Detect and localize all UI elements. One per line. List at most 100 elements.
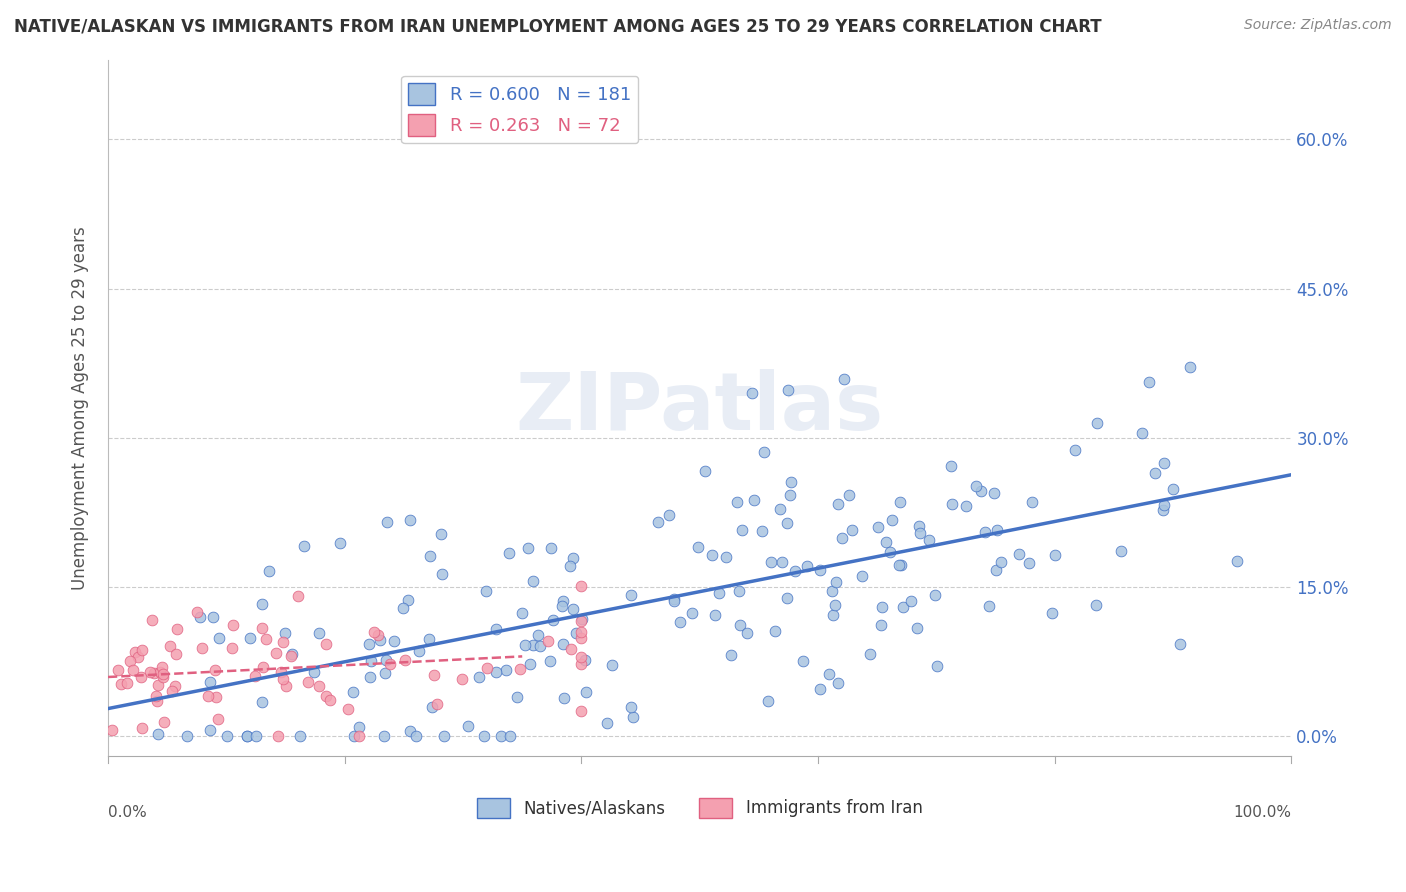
Point <box>702 549 724 563</box>
Point <box>551 637 574 651</box>
Point <box>647 515 669 529</box>
Point <box>522 638 544 652</box>
Point <box>337 702 360 716</box>
Point <box>977 599 1000 614</box>
Point <box>357 637 380 651</box>
Point <box>115 676 138 690</box>
Point <box>363 625 385 640</box>
Point <box>450 673 472 687</box>
Point <box>149 665 172 680</box>
Point <box>725 495 748 509</box>
Point <box>457 719 479 733</box>
Point <box>1137 375 1160 389</box>
Point <box>1226 554 1249 568</box>
Y-axis label: Unemployment Among Ages 25 to 29 years: Unemployment Among Ages 25 to 29 years <box>72 226 89 590</box>
Text: ZIPatlas: ZIPatlas <box>516 369 884 447</box>
Point <box>145 689 167 703</box>
Point <box>831 532 853 546</box>
Point <box>880 513 903 527</box>
Point <box>720 648 742 663</box>
Point <box>186 605 208 619</box>
Text: 0.0%: 0.0% <box>108 805 146 820</box>
Point <box>658 508 681 522</box>
Point <box>198 723 221 737</box>
Point <box>551 594 574 608</box>
Point <box>704 608 727 623</box>
Point <box>374 665 396 680</box>
Point <box>841 524 863 538</box>
Point <box>571 613 593 627</box>
Point <box>1153 499 1175 513</box>
Point <box>100 723 122 737</box>
Point <box>202 610 225 624</box>
Point <box>859 648 882 662</box>
Point <box>287 589 309 603</box>
Point <box>522 574 544 588</box>
Point <box>761 555 783 569</box>
Point <box>342 685 364 699</box>
Point <box>236 730 259 744</box>
Point <box>498 546 520 560</box>
Point <box>890 558 912 572</box>
Point <box>905 621 928 635</box>
Point <box>735 626 758 640</box>
Point <box>990 555 1012 569</box>
Point <box>274 625 297 640</box>
Point <box>870 618 893 632</box>
Point <box>620 699 643 714</box>
Point <box>553 691 575 706</box>
Point <box>924 588 946 602</box>
Point <box>824 598 846 612</box>
Point <box>538 654 561 668</box>
Point <box>498 730 520 744</box>
Point <box>825 575 848 590</box>
Point <box>569 632 592 646</box>
Point <box>851 569 873 583</box>
Point <box>239 631 262 645</box>
Point <box>432 566 454 581</box>
Point <box>838 488 860 502</box>
Point <box>907 518 929 533</box>
Point <box>970 484 993 499</box>
Point <box>343 730 366 744</box>
Point <box>779 488 801 502</box>
Point <box>1144 466 1167 480</box>
Point <box>785 564 807 578</box>
Point <box>146 727 169 741</box>
Point <box>368 633 391 648</box>
Point <box>796 559 818 574</box>
Point <box>271 673 294 687</box>
Text: Source: ZipAtlas.com: Source: ZipAtlas.com <box>1244 18 1392 32</box>
Point <box>941 497 963 511</box>
Point <box>866 520 889 534</box>
Point <box>382 633 405 648</box>
Point <box>131 670 153 684</box>
Point <box>540 541 562 555</box>
Point <box>827 497 849 511</box>
Point <box>1163 482 1185 496</box>
Point <box>207 712 229 726</box>
Point <box>360 654 382 668</box>
Point <box>475 661 498 675</box>
Point <box>127 649 149 664</box>
Point <box>252 597 274 611</box>
Point <box>159 639 181 653</box>
Point <box>565 626 588 640</box>
Point <box>808 681 831 696</box>
Point <box>165 647 187 661</box>
Point <box>621 710 644 724</box>
Point <box>245 730 267 744</box>
Point <box>398 724 420 739</box>
Point <box>742 493 765 508</box>
Point <box>131 643 153 657</box>
Point <box>569 705 592 719</box>
Point <box>681 606 703 620</box>
Point <box>505 690 527 704</box>
Point <box>297 675 319 690</box>
Point <box>1168 637 1191 651</box>
Point <box>1064 443 1087 458</box>
Point <box>250 621 273 635</box>
Point <box>558 559 581 574</box>
Point <box>264 646 287 660</box>
Point <box>574 685 596 699</box>
